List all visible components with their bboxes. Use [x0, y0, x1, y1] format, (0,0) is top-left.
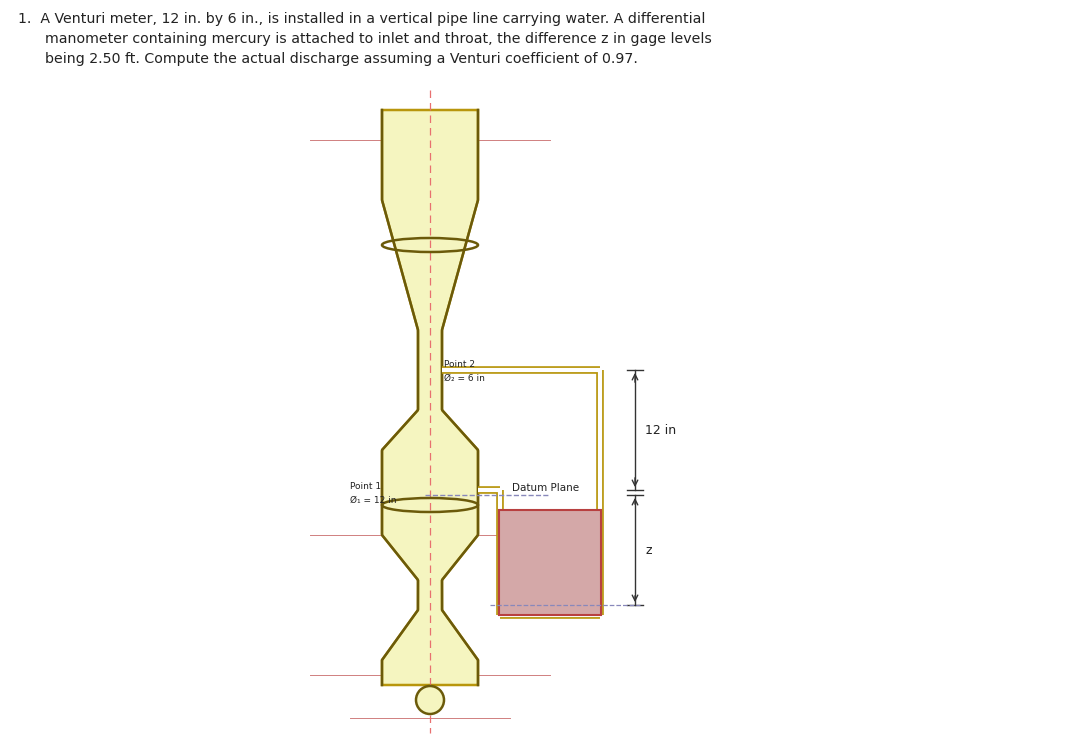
- Text: Datum Plane: Datum Plane: [513, 483, 579, 493]
- Text: z: z: [645, 543, 652, 556]
- Text: being 2.50 ft. Compute the actual discharge assuming a Venturi coefficient of 0.: being 2.50 ft. Compute the actual discha…: [18, 52, 638, 66]
- Text: Point 2: Point 2: [443, 360, 475, 369]
- Text: Ø₁ = 12 in: Ø₁ = 12 in: [350, 496, 396, 505]
- Text: Ø₂ = 6 in: Ø₂ = 6 in: [443, 374, 484, 383]
- Bar: [498, 510, 601, 615]
- Text: 1.  A Venturi meter, 12 in. by 6 in., is installed in a vertical pipe line carry: 1. A Venturi meter, 12 in. by 6 in., is …: [18, 12, 706, 26]
- Text: manometer containing mercury is attached to inlet and throat, the difference z i: manometer containing mercury is attached…: [18, 32, 712, 46]
- Polygon shape: [382, 110, 478, 685]
- Text: 12 in: 12 in: [645, 424, 677, 436]
- Circle shape: [416, 686, 443, 714]
- Text: Point 1: Point 1: [350, 482, 381, 491]
